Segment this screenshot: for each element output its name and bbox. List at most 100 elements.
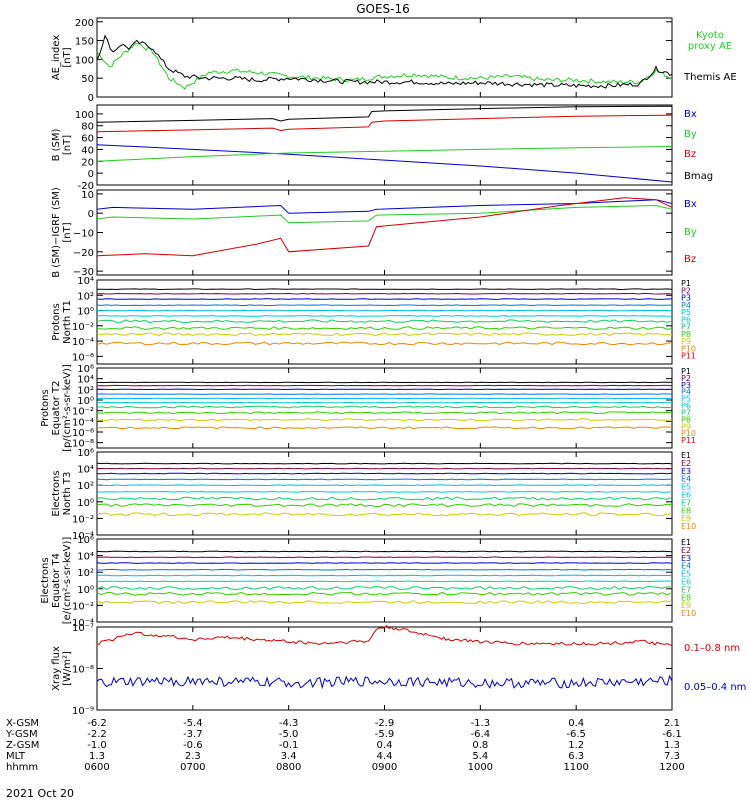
y-tick-label: −10 — [73, 229, 94, 240]
legend-entry: E2 — [681, 459, 691, 468]
legend-entry: P3 — [681, 294, 691, 303]
y-axis-label: Protons — [40, 389, 51, 426]
y-tick-label: 10⁻⁶ — [72, 428, 94, 439]
legend-entry: E7 — [681, 585, 691, 594]
axis-value: -1.3 — [471, 718, 491, 729]
y-tick-label: 10⁻⁶ — [72, 352, 94, 363]
legend-entry: By — [684, 227, 697, 238]
axis-value: 5.4 — [472, 751, 488, 762]
legend-entry: E8 — [681, 506, 691, 515]
y-tick-label: 200 — [75, 18, 94, 29]
y-tick-label: 10⁰ — [77, 585, 94, 596]
legend-entry: P2 — [681, 286, 691, 295]
legend-entry: P11 — [681, 352, 696, 361]
row-label: hhmm — [6, 762, 38, 773]
legend-entry: P8 — [681, 415, 691, 424]
y-tick-label: 10⁰ — [77, 396, 94, 407]
panel-7: 10⁻⁴ 10⁻² 10⁰ 10² 10⁴ 10⁶ Electrons Equator T4[… — [40, 535, 696, 629]
legend-entry: E5 — [681, 483, 691, 492]
legend-entry: proxy AE — [688, 41, 732, 52]
axis-value: -1.0 — [87, 740, 107, 751]
y-tick-label: 100 — [75, 110, 94, 121]
panel-frame — [96, 104, 673, 186]
channel-line-e7 — [96, 585, 673, 590]
y-tick-label: 10⁶ — [77, 448, 94, 459]
channel-line-p10 — [96, 341, 673, 346]
y-tick-label: 10⁻² — [72, 601, 94, 612]
channel-line-e8 — [96, 503, 673, 508]
series-line-bmag — [96, 105, 673, 123]
axis-value: 1.3 — [664, 740, 680, 751]
channel-line-e6 — [96, 580, 673, 583]
y-tick-label: 10⁴ — [77, 552, 94, 563]
legend-entry: P7 — [681, 323, 691, 332]
axis-value: -0.1 — [279, 740, 299, 751]
y-axis-label: Equator T4 — [51, 553, 62, 608]
bottom-axis-table: X-GSMY-GSMZ-GSMMLThhmm-6.2-2.2-1.01.3060… — [5, 718, 685, 773]
y-tick-label: 10⁻² — [72, 514, 94, 525]
channel-line-e4 — [96, 568, 673, 571]
y-tick-label: 80 — [81, 122, 94, 133]
row-label: MLT — [6, 751, 26, 762]
y-axis-label: [nT] — [62, 47, 73, 67]
y-tick-label: 10⁻⁷ — [72, 623, 94, 634]
channel-line-p6 — [96, 315, 672, 317]
panel-8: 10⁻⁹ 10⁻⁸ 10⁻⁷ Xray flux [W/m²] 0.1–0.8 nm 0.0… — [51, 623, 746, 717]
y-tick-label: −30 — [73, 267, 94, 278]
legend-entry: P8 — [681, 330, 691, 339]
channel-line-p7 — [96, 319, 673, 324]
series-line-themis-ae — [96, 34, 673, 89]
y-axis-label: [nT] — [62, 222, 73, 242]
axis-value: 0.4 — [377, 740, 393, 751]
legend-entry: E2 — [681, 546, 691, 555]
y-tick-label: 10⁻⁹ — [72, 706, 94, 717]
y-tick-label: -20 — [78, 181, 94, 192]
y-tick-label: 40 — [81, 145, 94, 156]
plot-title: GOES-16 — [356, 2, 410, 16]
channel-line-e5 — [96, 484, 672, 487]
axis-value: -0.6 — [183, 740, 203, 751]
y-axis-label: [nT] — [62, 135, 73, 155]
series-line-by — [96, 146, 673, 162]
row-label: Y-GSM — [5, 729, 38, 740]
y-tick-label: 10⁻⁸ — [72, 665, 94, 676]
channel-line-p10 — [96, 426, 672, 430]
row-label: Z-GSM — [6, 740, 39, 751]
y-axis-label: [p/(cm²-s-sr-keV)] — [62, 364, 73, 452]
y-tick-label: −20 — [73, 248, 94, 259]
axis-value: -6.1 — [662, 729, 682, 740]
panel-3: −30 −20 −10 0 10 B (SM)−IGRF (SM) [nT] Bx By Bz — [51, 187, 697, 278]
legend-entry: E5 — [681, 570, 691, 579]
legend-entry: P1 — [681, 367, 691, 376]
panel-frame — [96, 626, 673, 711]
legend-entry: P10 — [681, 429, 696, 438]
axis-value: 7.3 — [664, 751, 680, 762]
y-axis-label: Xray flux — [51, 646, 62, 691]
axis-value: 2.1 — [664, 718, 680, 729]
legend-entry: Bz — [684, 254, 696, 265]
y-axis-label: Electrons — [40, 557, 51, 603]
series-line-by — [96, 204, 673, 224]
legend-entry: P1 — [681, 279, 691, 288]
axis-value: -2.9 — [375, 718, 395, 729]
y-axis-label: B (SM)−IGRF (SM) — [51, 187, 62, 278]
legend-entry: P4 — [681, 388, 691, 397]
channel-line-e1 — [96, 462, 673, 465]
legend-entry: By — [684, 129, 697, 140]
axis-value: -2.2 — [87, 729, 107, 740]
legend-entry: 0.1–0.8 nm — [684, 643, 740, 654]
channel-line-p8 — [96, 411, 673, 415]
y-tick-label: 10 — [81, 190, 94, 201]
y-tick-label: 20 — [81, 157, 94, 168]
y-tick-label: 10² — [77, 385, 94, 396]
axis-value: -5.4 — [183, 718, 203, 729]
channel-line-e3 — [96, 472, 673, 475]
series-line-bx — [96, 199, 673, 214]
axis-value: 0900 — [372, 762, 397, 773]
y-tick-label: 0 — [88, 209, 94, 220]
legend-entry: P5 — [681, 308, 691, 317]
